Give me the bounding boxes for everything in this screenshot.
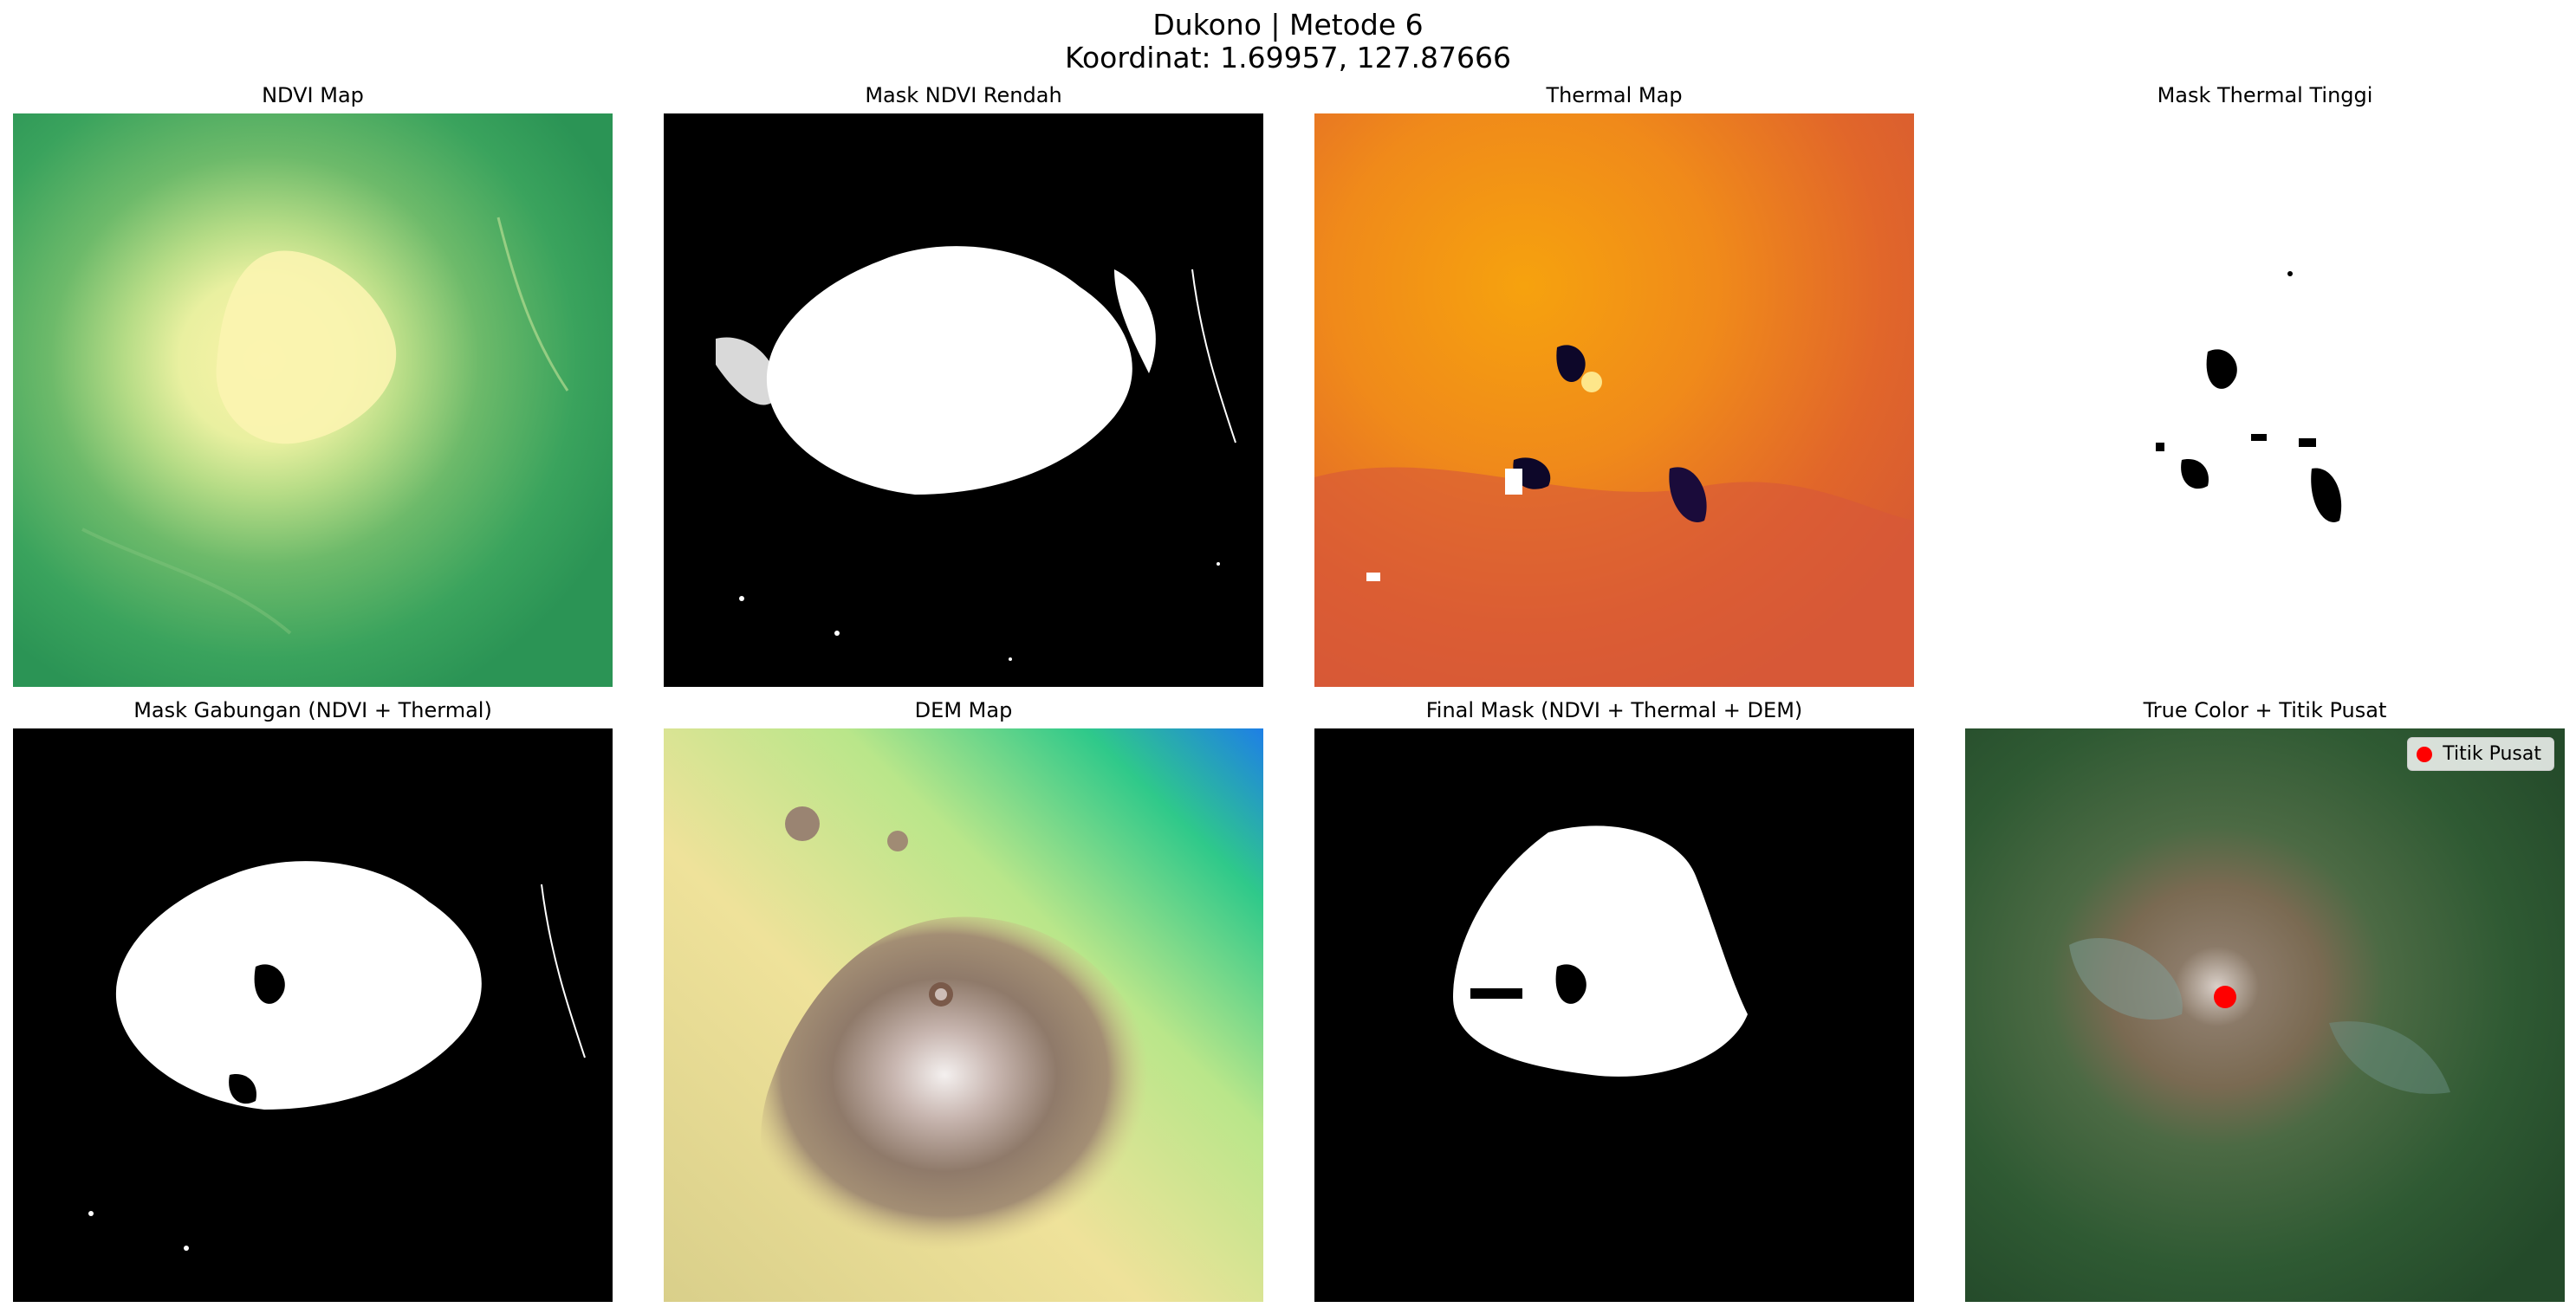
figure-title: Dukono | Metode 6 [1152,8,1424,42]
panel-title-mask-gabungan: Mask Gabungan (NDVI + Thermal) [133,698,492,722]
panel-title-true-color: True Color + Titik Pusat [2143,698,2387,722]
panel-title-mask-thermal-tinggi: Mask Thermal Tinggi [2157,83,2373,107]
ndvi-map-image [13,113,613,687]
panel-title-mask-ndvi-rendah: Mask NDVI Rendah [865,83,1062,107]
panel-title-dem-map: DEM Map [914,698,1013,722]
legend: Titik Pusat [2407,737,2554,771]
final-mask-image [1314,728,1914,1302]
panel-title-thermal-map: Thermal Map [1546,83,1683,107]
legend-label: Titik Pusat [2443,743,2541,765]
dem-map-image [664,728,1263,1302]
center-point-marker [2214,986,2236,1008]
panel-title-final-mask: Final Mask (NDVI + Thermal + DEM) [1425,698,1803,722]
mask-thermal-tinggi-image [1965,113,2565,687]
true-color-image: Titik Pusat [1965,728,2565,1302]
panel-title-ndvi-map: NDVI Map [262,83,364,107]
mask-ndvi-rendah-image [664,113,1263,687]
legend-marker-icon [2417,746,2433,762]
figure-subtitle-coordinates: Koordinat: 1.69957, 127.87666 [1064,41,1512,74]
mask-gabungan-image [13,728,613,1302]
thermal-map-image [1314,113,1914,687]
